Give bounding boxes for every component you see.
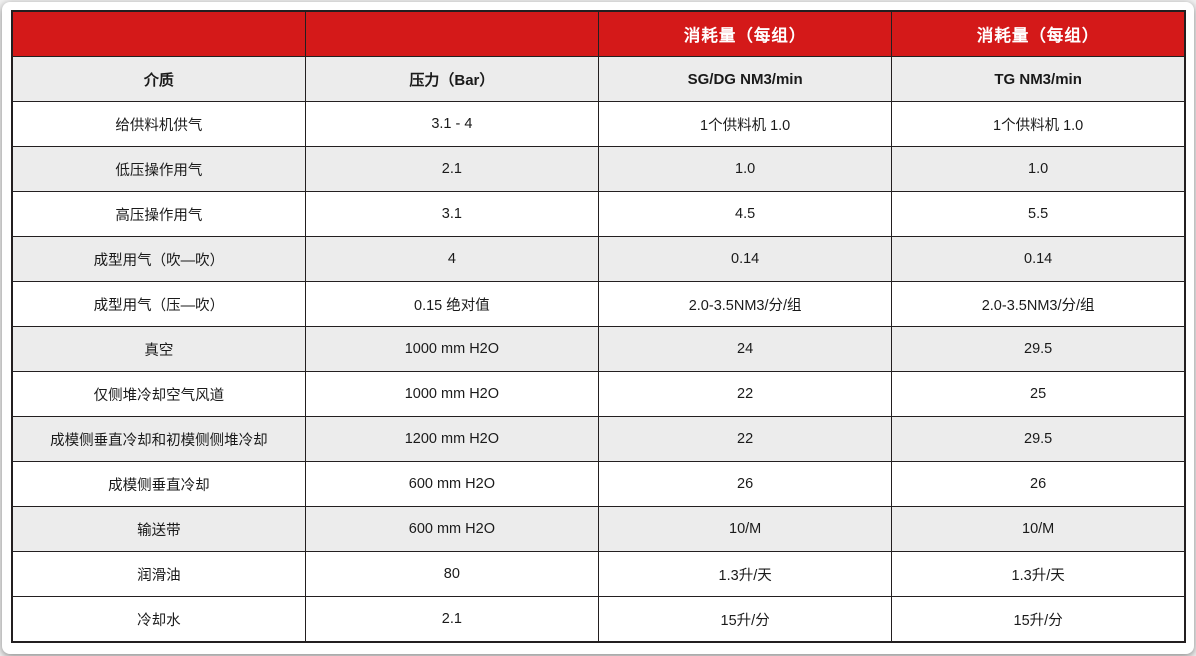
pressure-cell: 1000 mm H2O [304,371,600,417]
table-row-lubricating-oil: 润滑油 80 1.3升/天 1.3升/天 [11,551,1186,597]
pressure-cell: 3.1 [304,191,600,237]
sgdg-cell: 22 [597,371,893,417]
medium-cell: 润滑油 [11,551,306,597]
pressure-cell: 0.15 绝对值 [304,281,600,327]
sgdg-cell: 1个供料机 1.0 [597,101,893,147]
header-empty-1 [11,10,306,57]
medium-cell: 仅侧堆冷却空气风道 [11,371,306,417]
sgdg-cell: 2.0-3.5NM3/分/组 [597,281,893,327]
tg-cell: 26 [891,461,1186,507]
tg-cell: 1个供料机 1.0 [891,101,1186,147]
pressure-cell: 3.1 - 4 [304,101,600,147]
table-row-mold-vertical-cooling: 成模侧垂直冷却 600 mm H2O 26 26 [11,461,1186,507]
table-row-cooling-water: 冷却水 2.1 15升/分 15升/分 [11,596,1186,643]
sgdg-cell: 10/M [597,506,893,552]
medium-cell: 低压操作用气 [11,146,306,192]
table-row-forming-air-press-blow: 成型用气（压—吹） 0.15 绝对值 2.0-3.5NM3/分/组 2.0-3.… [11,281,1186,327]
table-header-row-consumption: 消耗量（每组） 消耗量（每组） [11,10,1186,57]
table-row-vacuum: 真空 1000 mm H2O 24 29.5 [11,326,1186,372]
medium-cell: 给供料机供气 [11,101,306,147]
pressure-cell: 600 mm H2O [304,506,600,552]
pressure-cell: 2.1 [304,146,600,192]
tg-cell: 10/M [891,506,1186,552]
pressure-cell: 1000 mm H2O [304,326,600,372]
tg-cell: 5.5 [891,191,1186,237]
col-header-sgdg-unit: SG/DG NM3/min [597,56,893,102]
table-row-forming-air-blow-blow: 成型用气（吹—吹） 4 0.14 0.14 [11,236,1186,282]
tg-cell: 25 [891,371,1186,417]
header-consumption-sgdg: 消耗量（每组） [597,10,893,57]
col-header-tg-unit: TG NM3/min [891,56,1186,102]
header-empty-2 [304,10,600,57]
medium-cell: 成型用气（压—吹） [11,281,306,327]
table-row-feeder-supply: 给供料机供气 3.1 - 4 1个供料机 1.0 1个供料机 1.0 [11,101,1186,147]
tg-cell: 1.0 [891,146,1186,192]
medium-cell: 真空 [11,326,306,372]
sgdg-cell: 26 [597,461,893,507]
pressure-cell: 4 [304,236,600,282]
medium-cell: 高压操作用气 [11,191,306,237]
sgdg-cell: 0.14 [597,236,893,282]
sgdg-cell: 24 [597,326,893,372]
medium-cell: 成模侧垂直冷却和初模侧侧堆冷却 [11,416,306,462]
table-row-high-pressure-air: 高压操作用气 3.1 4.5 5.5 [11,191,1186,237]
table-row-low-pressure-air: 低压操作用气 2.1 1.0 1.0 [11,146,1186,192]
sgdg-cell: 1.0 [597,146,893,192]
sgdg-cell: 15升/分 [597,596,893,643]
medium-cell: 冷却水 [11,596,306,643]
tg-cell: 29.5 [891,416,1186,462]
table-row-conveyor-belt: 输送带 600 mm H2O 10/M 10/M [11,506,1186,552]
table-row-vertical-and-stack-cooling: 成模侧垂直冷却和初模侧侧堆冷却 1200 mm H2O 22 29.5 [11,416,1186,462]
tg-cell: 2.0-3.5NM3/分/组 [891,281,1186,327]
tg-cell: 1.3升/天 [891,551,1186,597]
sgdg-cell: 1.3升/天 [597,551,893,597]
medium-cell: 输送带 [11,506,306,552]
table-subheader-row: 介质 压力（Bar） SG/DG NM3/min TG NM3/min [11,56,1186,102]
pressure-cell: 1200 mm H2O [304,416,600,462]
tg-cell: 29.5 [891,326,1186,372]
header-consumption-tg: 消耗量（每组） [891,10,1186,57]
table-row-side-stack-cooling-duct: 仅侧堆冷却空气风道 1000 mm H2O 22 25 [11,371,1186,417]
col-header-medium: 介质 [11,56,306,102]
tg-cell: 15升/分 [891,596,1186,643]
pressure-cell: 2.1 [304,596,600,643]
sgdg-cell: 4.5 [597,191,893,237]
tg-cell: 0.14 [891,236,1186,282]
sgdg-cell: 22 [597,416,893,462]
pressure-cell: 600 mm H2O [304,461,600,507]
medium-cell: 成模侧垂直冷却 [11,461,306,507]
pressure-cell: 80 [304,551,600,597]
col-header-pressure: 压力（Bar） [304,56,600,102]
spec-table: 消耗量（每组） 消耗量（每组） 介质 压力（Bar） SG/DG NM3/min… [11,10,1186,643]
medium-cell: 成型用气（吹—吹） [11,236,306,282]
